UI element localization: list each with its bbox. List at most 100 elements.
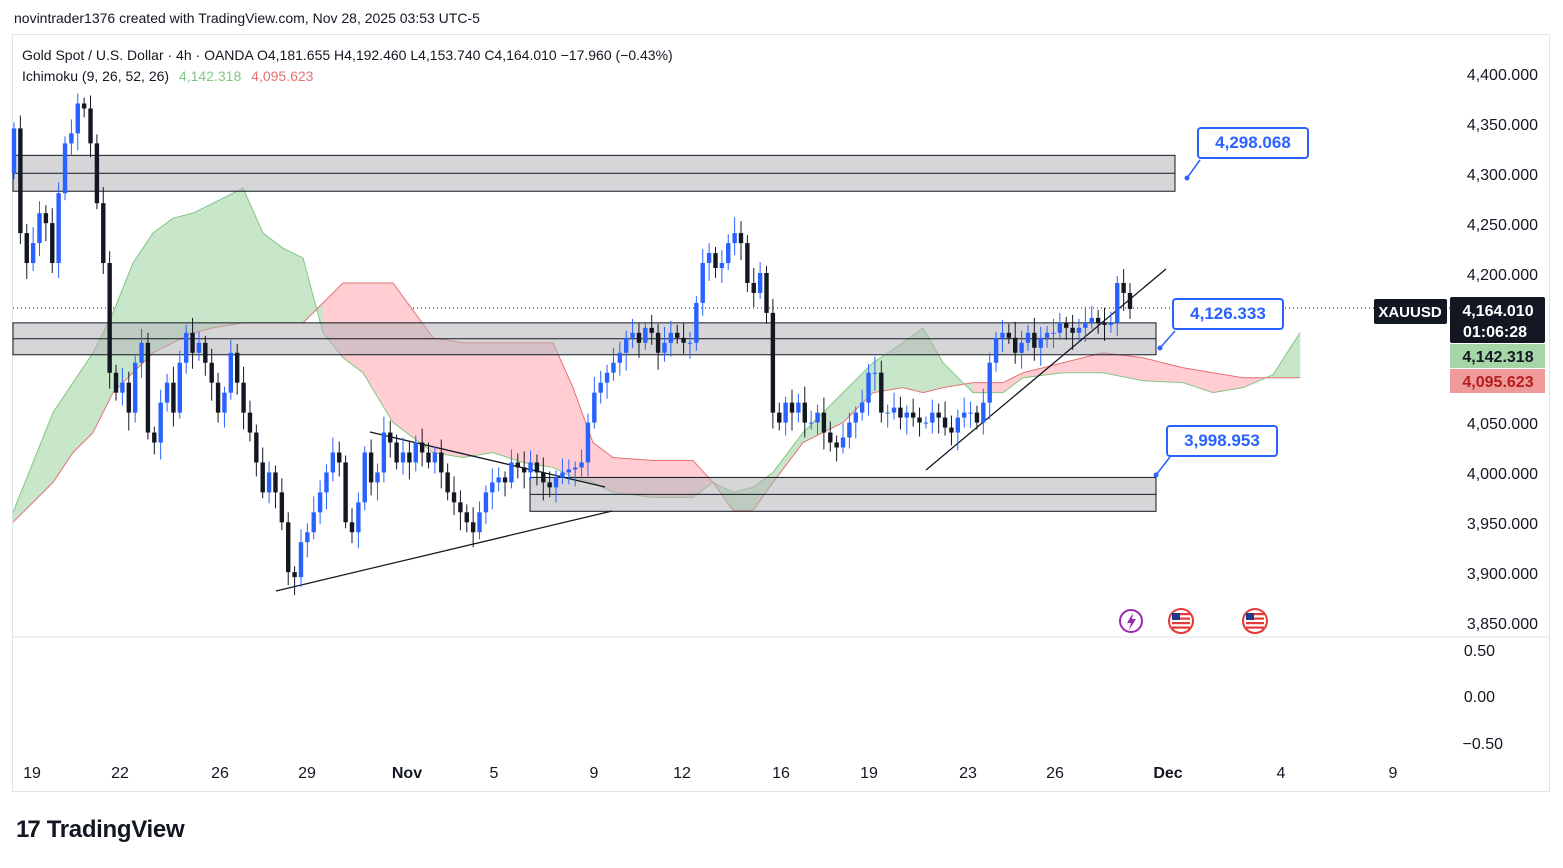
candle-body <box>726 243 731 264</box>
candle-body <box>203 342 208 363</box>
candle-body <box>1019 342 1024 353</box>
candle-body <box>579 462 584 468</box>
candle <box>1006 323 1012 344</box>
candle-body <box>502 477 508 483</box>
candle <box>828 421 833 452</box>
candle <box>694 295 699 351</box>
candle <box>789 389 795 431</box>
candle <box>286 512 291 586</box>
candle-body <box>866 372 871 403</box>
candle <box>783 396 788 436</box>
candle <box>356 492 361 549</box>
callout-4126[interactable]: 4,126.333 <box>1157 298 1284 351</box>
indicator-value-span-a: 4,142.318 <box>178 68 242 84</box>
candle <box>203 335 208 376</box>
candle <box>949 415 954 446</box>
span-b-tag: 4,095.623 <box>1450 369 1545 393</box>
candle-body <box>337 452 342 463</box>
time-tick: 23 <box>959 765 977 782</box>
candle <box>381 416 387 483</box>
candle-body <box>209 362 214 383</box>
tradingview-logo[interactable]: 17 TradingView <box>16 816 185 844</box>
candle <box>662 326 667 362</box>
us-flag-event-icon[interactable] <box>1168 608 1194 634</box>
time-tick: 9 <box>1389 765 1398 782</box>
candle <box>847 412 852 449</box>
us-flag-event-icon-2[interactable] <box>1242 608 1268 634</box>
candle <box>961 397 967 428</box>
candle-body <box>496 477 501 483</box>
candle <box>1076 318 1082 342</box>
candle-body <box>764 273 769 313</box>
candle <box>681 322 686 354</box>
candle-body <box>815 412 820 423</box>
candle <box>738 221 744 261</box>
candle-body <box>56 193 61 264</box>
oscillator-axis[interactable]: 0.50 0.00 −0.50 <box>1463 643 1504 753</box>
candle <box>1083 306 1088 342</box>
time-tick: 16 <box>772 765 790 782</box>
candle <box>11 122 17 180</box>
candle <box>649 314 654 345</box>
callout-3998[interactable]: 3,998.953 <box>1153 425 1278 478</box>
cloud-segment-bearish <box>492 342 524 463</box>
time-tick: 22 <box>111 765 129 782</box>
legend-low: L4,153.740 <box>410 47 481 63</box>
candle <box>751 268 756 307</box>
callout-label-3: 3,998.953 <box>1184 431 1260 450</box>
candle-body <box>107 263 112 373</box>
candle <box>30 227 36 272</box>
cloud-segment-bearish <box>552 342 574 478</box>
candle <box>279 478 285 531</box>
candle-body <box>885 412 890 414</box>
cloud-segment-bullish <box>192 202 214 334</box>
candle <box>317 480 323 525</box>
candle-body <box>585 422 591 463</box>
candle-body <box>668 332 674 343</box>
lightning-event-icon[interactable] <box>1119 609 1143 633</box>
cloud-segment-bearish <box>1142 357 1184 384</box>
candle <box>777 402 782 431</box>
candle-body <box>81 103 87 109</box>
price-tick: 3,950.000 <box>1467 516 1538 533</box>
candle-body <box>69 133 74 144</box>
candle <box>770 298 776 429</box>
candle <box>655 323 661 370</box>
trendline-lower-triangle <box>275 510 613 592</box>
symbol-tag: XAUUSD <box>1378 304 1442 321</box>
candle-body <box>101 203 106 264</box>
candle-body <box>745 243 750 283</box>
candle <box>624 330 629 371</box>
candle <box>235 343 240 395</box>
candle <box>407 441 412 480</box>
candle <box>196 331 202 361</box>
candle-body <box>1108 322 1114 325</box>
legend-high: H4,192.460 <box>334 47 407 63</box>
attribution-text: novintrader1376 created with TradingView… <box>14 10 480 26</box>
candle-body <box>936 412 941 418</box>
candle-body <box>37 213 42 244</box>
cloud-segment-bullish <box>282 247 304 324</box>
osc-tick: 0.00 <box>1464 689 1495 706</box>
candle-body <box>222 392 227 413</box>
candle-body <box>541 472 546 483</box>
tradingview-mark-icon: 17 <box>16 816 41 843</box>
time-axis[interactable]: 19 22 26 29 Nov 5 9 12 16 19 23 26 Dec 4… <box>23 765 1397 782</box>
span-a-value: 4,142.318 <box>1462 349 1533 366</box>
indicator-legend-row[interactable]: Ichimoku (9, 26, 52, 26) 4,142.318 4,095… <box>22 66 673 87</box>
candle-body <box>381 432 387 473</box>
candle <box>362 446 367 511</box>
candle <box>413 435 418 472</box>
candle-body <box>50 223 55 264</box>
callout-4298[interactable]: 4,298.068 <box>1184 127 1309 181</box>
candle <box>1089 305 1094 329</box>
symbol-legend-row[interactable]: Gold Spot / U.S. Dollar · 4h · OANDA O4,… <box>22 45 673 66</box>
candle <box>859 389 865 421</box>
candle-body <box>821 412 827 433</box>
cloud-segment-bearish <box>1062 352 1104 374</box>
price-axis[interactable]: 4,400.000 4,350.000 4,300.000 4,250.000 … <box>1467 67 1538 633</box>
candle <box>598 370 603 404</box>
candle-body <box>164 382 170 403</box>
candle-body <box>132 362 138 413</box>
